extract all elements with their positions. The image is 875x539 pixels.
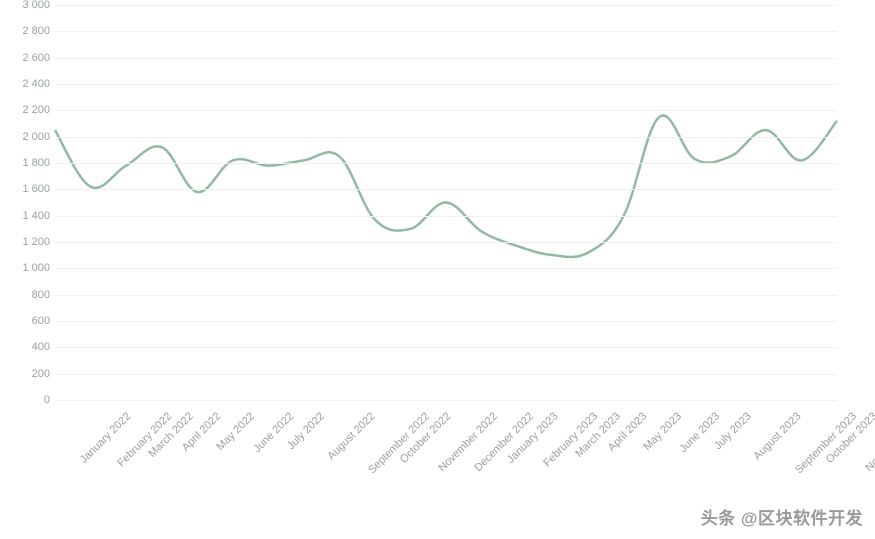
gridline xyxy=(55,321,837,322)
gridline xyxy=(55,400,837,401)
line-chart: 0 200 400 600 800 1 000 1 200 1 400 1 600 1 800 2 … xyxy=(0,0,875,539)
gridline xyxy=(55,347,837,348)
gridline xyxy=(55,137,837,138)
y-tick-label: 200 xyxy=(0,368,50,380)
gridline xyxy=(55,163,837,164)
y-tick-label: 2 800 xyxy=(0,25,50,37)
y-tick-label: 1 400 xyxy=(0,210,50,222)
y-axis-labels: 02004006008001 0001 2001 4001 6001 8002 … xyxy=(0,5,50,400)
gridline xyxy=(55,216,837,217)
y-tick-label: 1 800 xyxy=(0,157,50,169)
watermark-text: 头条 @区块软件开发 xyxy=(701,504,863,529)
y-tick-label: 1 600 xyxy=(0,183,50,195)
gridline xyxy=(55,31,837,32)
y-tick-label: 1 200 xyxy=(0,236,50,248)
gridline xyxy=(55,84,837,85)
y-tick-label: 3 000 xyxy=(0,0,50,11)
y-tick-label: 800 xyxy=(0,289,50,301)
gridline xyxy=(55,58,837,59)
y-tick-label: 600 xyxy=(0,315,50,327)
x-tick-label: August 2023 xyxy=(752,411,803,462)
gridline xyxy=(55,295,837,296)
y-tick-label: 2 600 xyxy=(0,52,50,64)
y-tick-label: 400 xyxy=(0,341,50,353)
x-tick-label: June 2023 xyxy=(678,411,722,455)
gridline xyxy=(55,5,837,6)
gridline xyxy=(55,189,837,190)
gridline xyxy=(55,374,837,375)
x-tick-label: August 2022 xyxy=(326,411,377,462)
gridline xyxy=(55,242,837,243)
gridline xyxy=(55,268,837,269)
y-tick-label: 1 000 xyxy=(0,262,50,274)
y-tick-label: 2 000 xyxy=(0,131,50,143)
gridline xyxy=(55,110,837,111)
y-tick-label: 0 xyxy=(0,394,50,406)
y-tick-label: 2 200 xyxy=(0,104,50,116)
line-svg xyxy=(55,5,837,400)
plot-area xyxy=(55,5,837,400)
y-tick-label: 2 400 xyxy=(0,78,50,90)
